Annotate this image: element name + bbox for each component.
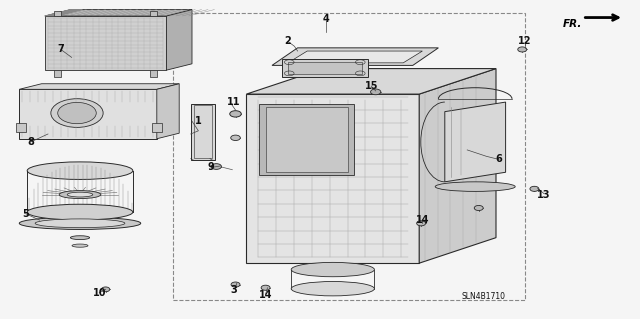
Ellipse shape [230, 135, 241, 140]
Polygon shape [246, 94, 419, 263]
Ellipse shape [58, 102, 96, 124]
Ellipse shape [518, 47, 527, 52]
Polygon shape [419, 69, 496, 263]
Bar [282, 59, 368, 77]
Ellipse shape [231, 282, 240, 287]
Bar [54, 11, 61, 16]
Ellipse shape [27, 204, 133, 220]
Polygon shape [445, 102, 506, 182]
Polygon shape [166, 10, 192, 70]
Polygon shape [288, 51, 422, 63]
Ellipse shape [67, 192, 93, 197]
Ellipse shape [435, 182, 515, 191]
Text: 8: 8 [28, 137, 34, 147]
Bar [288, 62, 362, 74]
Ellipse shape [291, 281, 374, 296]
Ellipse shape [211, 164, 221, 169]
Bar [16, 123, 26, 132]
Text: 3: 3 [230, 285, 237, 295]
Text: 5: 5 [22, 209, 29, 219]
Text: 11: 11 [227, 97, 241, 107]
Polygon shape [19, 89, 157, 139]
Bar [191, 104, 215, 160]
Ellipse shape [59, 190, 101, 198]
Bar [259, 104, 355, 175]
Bar [150, 11, 157, 16]
Ellipse shape [474, 205, 483, 211]
Bar [150, 70, 157, 77]
Ellipse shape [371, 89, 381, 95]
Ellipse shape [35, 219, 125, 228]
Ellipse shape [102, 287, 110, 292]
Text: 2: 2 [285, 36, 291, 47]
Polygon shape [157, 84, 179, 139]
Bar [152, 123, 162, 132]
Text: SLN4B1710: SLN4B1710 [461, 292, 505, 301]
Ellipse shape [417, 221, 426, 226]
Polygon shape [45, 16, 166, 70]
Polygon shape [19, 84, 179, 89]
Text: 9: 9 [208, 162, 214, 173]
Bar [266, 108, 348, 172]
Polygon shape [45, 10, 192, 16]
Text: 7: 7 [58, 44, 64, 55]
Bar [54, 70, 61, 77]
Ellipse shape [291, 262, 374, 277]
Ellipse shape [261, 285, 270, 290]
Bar [173, 13, 525, 300]
Bar [194, 105, 212, 158]
Text: 6: 6 [496, 154, 502, 165]
Text: 1: 1 [195, 116, 202, 126]
Ellipse shape [27, 162, 133, 180]
Text: 15: 15 [364, 81, 378, 91]
Ellipse shape [230, 111, 241, 117]
Text: 10: 10 [92, 288, 106, 299]
Text: 13: 13 [537, 189, 551, 200]
Polygon shape [272, 48, 438, 65]
Text: 14: 14 [415, 215, 429, 225]
Ellipse shape [72, 244, 88, 247]
Ellipse shape [19, 217, 141, 229]
Text: 12: 12 [518, 36, 532, 47]
Text: 14: 14 [259, 290, 273, 300]
Ellipse shape [530, 186, 539, 191]
Ellipse shape [70, 236, 90, 240]
Text: FR.: FR. [563, 19, 582, 28]
Polygon shape [246, 69, 496, 94]
Ellipse shape [51, 99, 103, 127]
Text: 4: 4 [323, 14, 330, 24]
